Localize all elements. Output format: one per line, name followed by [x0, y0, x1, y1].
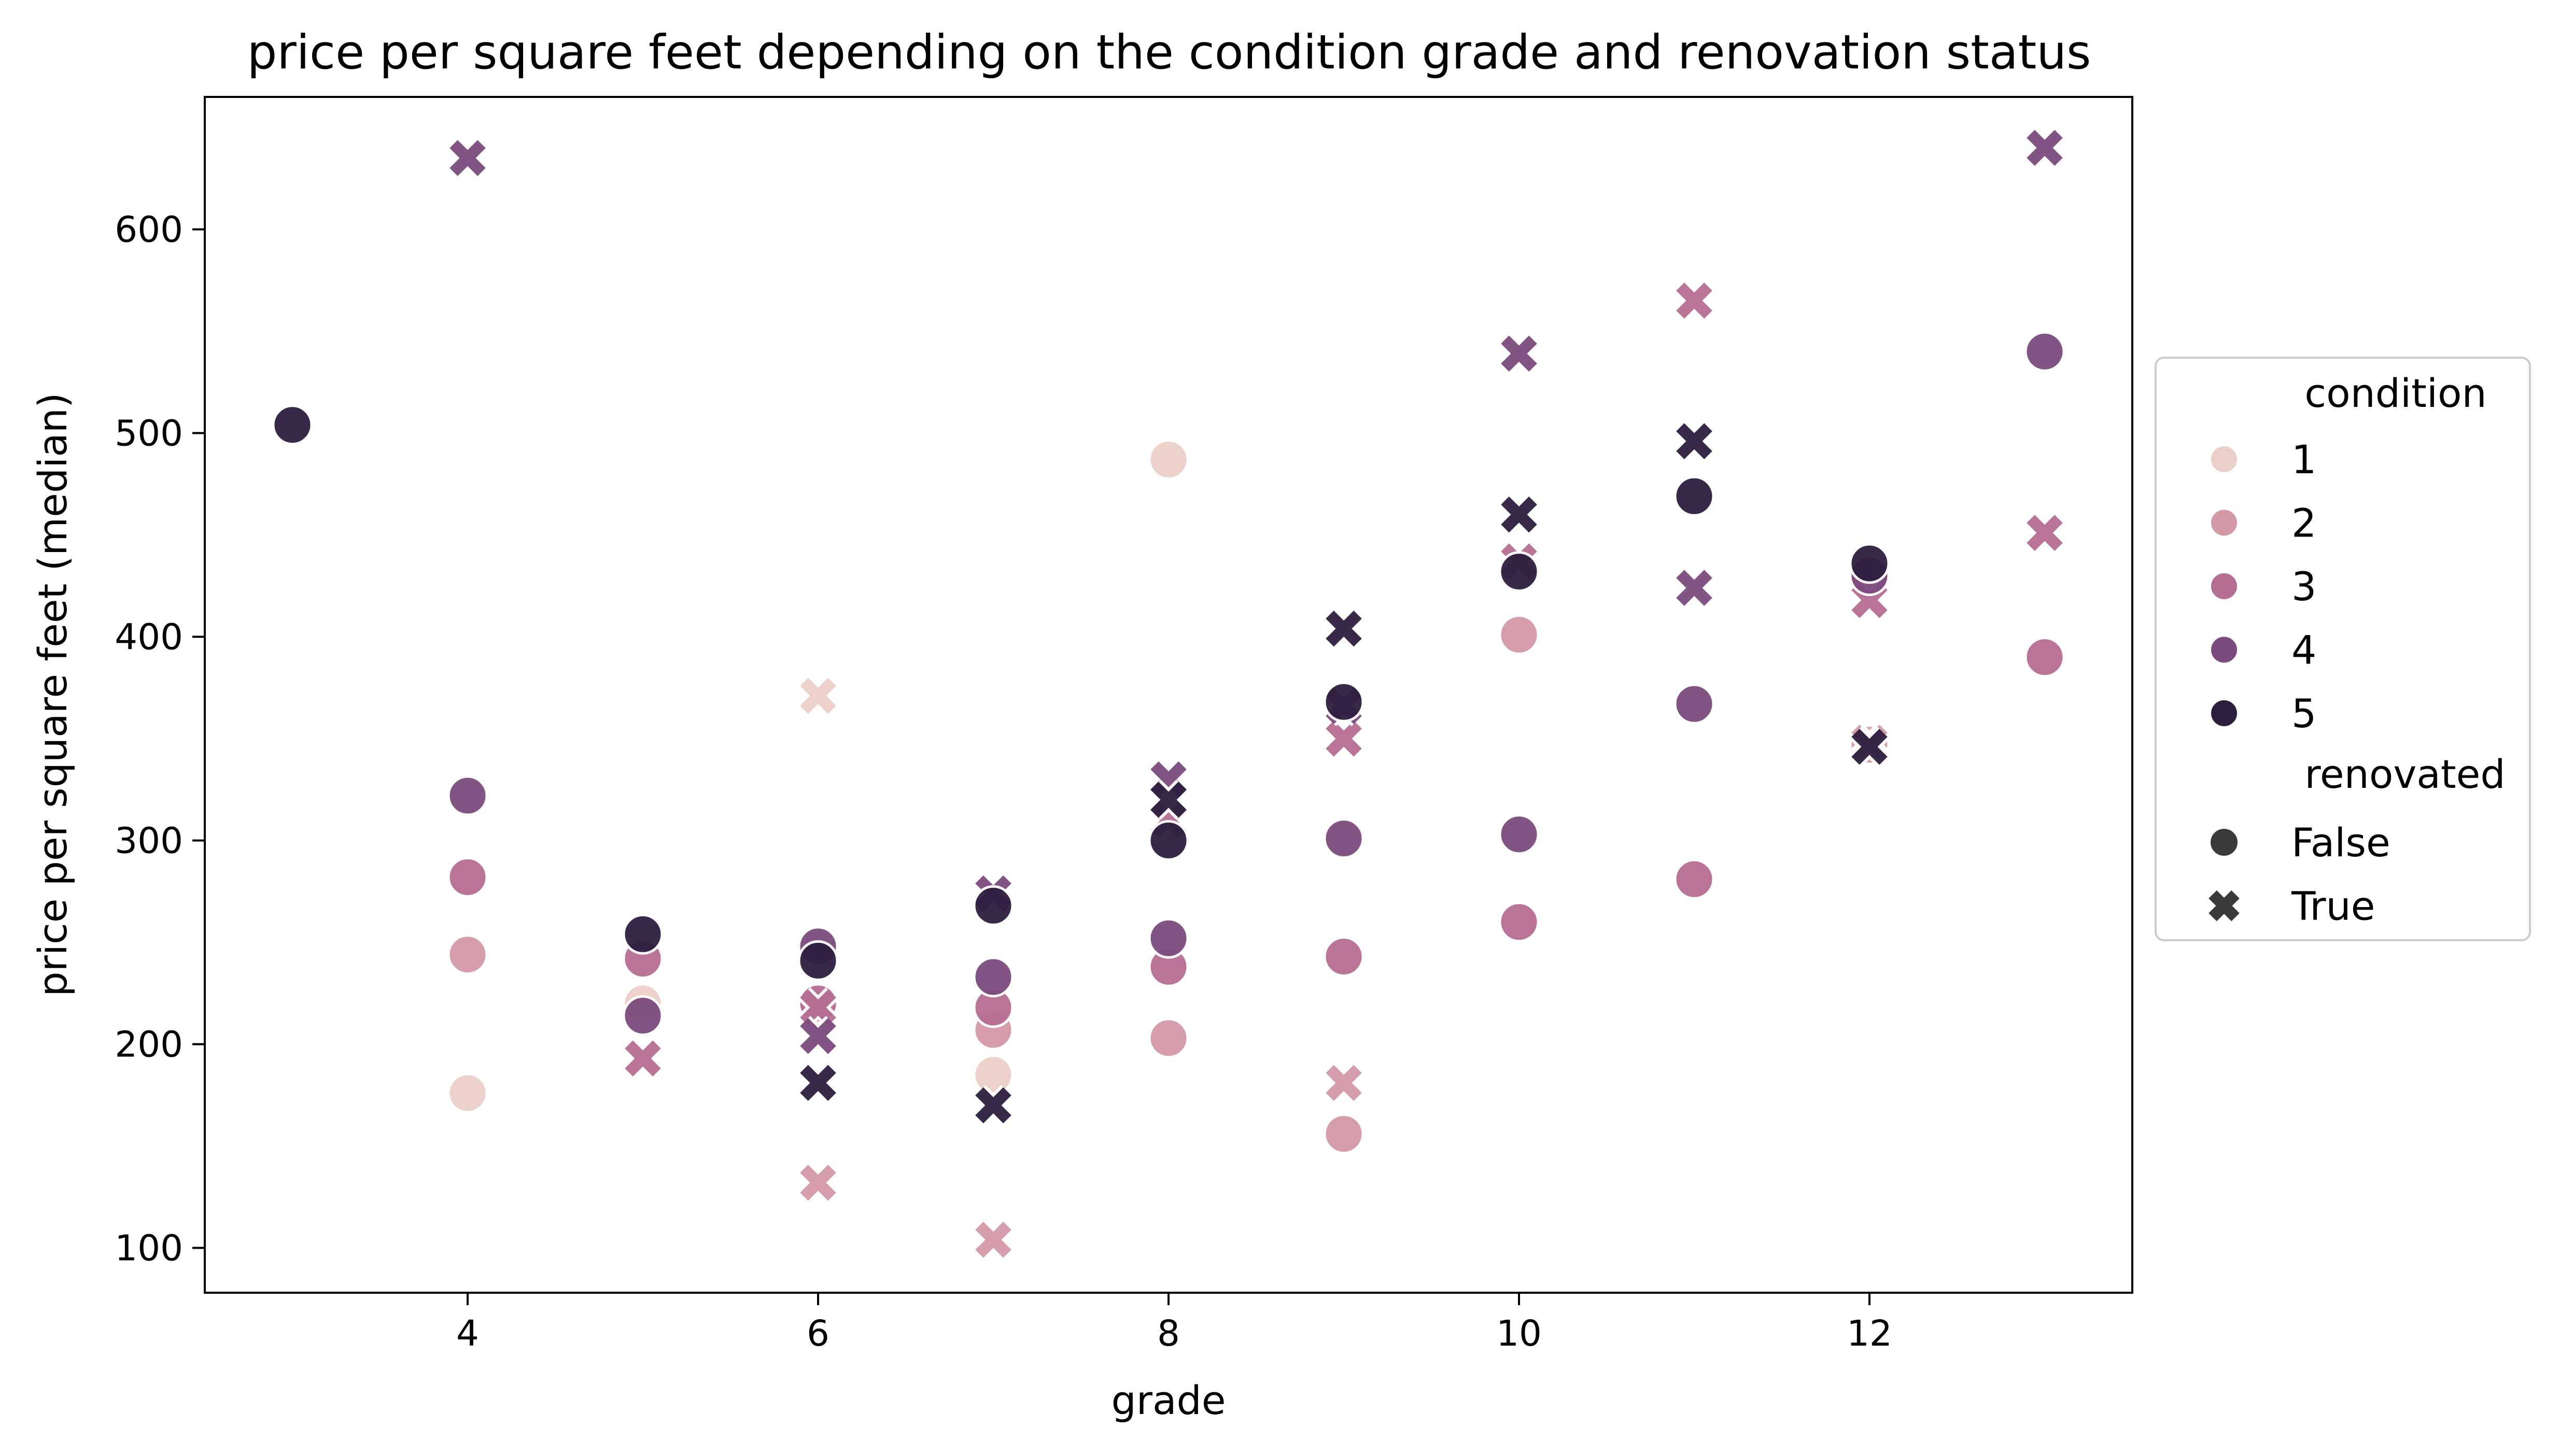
data-point-renovated	[1673, 280, 1715, 321]
x-tick-label: 10	[1496, 1313, 1542, 1354]
data-point-renovated	[1323, 1063, 1365, 1104]
legend-swatch-condition-5	[2209, 698, 2239, 728]
legend-marker-x	[2206, 888, 2242, 924]
y-tick-label: 400	[115, 616, 183, 658]
x-tick-label: 6	[807, 1313, 829, 1354]
data-point-not-renovated	[1323, 681, 1365, 723]
plot-area	[204, 96, 2133, 1294]
data-point-renovated	[1673, 421, 1715, 462]
data-point-not-renovated	[973, 1054, 1014, 1095]
legend-hue-entries: 1 2 3 4 5	[2209, 436, 2316, 737]
y-tick-label: 300	[115, 821, 183, 862]
data-point-renovated	[2024, 513, 2065, 554]
data-point-not-renovated	[1148, 1017, 1189, 1059]
data-point-renovated	[1498, 494, 1540, 535]
data-point-renovated	[622, 1038, 664, 1079]
data-point-renovated	[1498, 333, 1540, 374]
data-point-not-renovated	[1323, 936, 1365, 978]
plot-background	[205, 97, 2132, 1293]
y-tick-label: 600	[115, 209, 183, 250]
data-point-renovated	[973, 1085, 1014, 1126]
x-axis: 4 6 8 10 12	[456, 1293, 1892, 1354]
data-point-not-renovated	[447, 856, 488, 898]
data-point-not-renovated	[973, 885, 1014, 926]
legend-swatch-condition-2	[2209, 507, 2239, 538]
data-point-not-renovated	[1498, 614, 1540, 656]
legend-label-condition-2: 2	[2291, 500, 2316, 546]
data-point-not-renovated	[973, 956, 1014, 998]
data-point-not-renovated	[1673, 475, 1715, 517]
data-point-not-renovated	[1148, 917, 1189, 959]
data-point-renovated	[797, 1015, 839, 1056]
legend-label-renovated-true: True	[2291, 883, 2375, 929]
data-point-renovated	[1323, 608, 1365, 649]
data-points	[272, 128, 2065, 1260]
data-point-renovated	[1849, 726, 1890, 767]
legend-label-condition-5: 5	[2291, 690, 2316, 737]
data-point-not-renovated	[1849, 543, 1890, 584]
data-point-not-renovated	[1498, 814, 1540, 855]
data-point-not-renovated	[1323, 818, 1365, 859]
data-point-renovated	[797, 987, 839, 1028]
y-tick-label: 200	[115, 1024, 183, 1066]
legend-swatch-condition-1	[2209, 444, 2239, 474]
legend-swatch-condition-3	[2209, 571, 2239, 601]
data-point-not-renovated	[1148, 820, 1189, 861]
x-axis-label: grade	[1111, 1377, 1226, 1423]
data-point-renovated	[797, 675, 839, 716]
data-point-not-renovated	[447, 934, 488, 976]
data-point-renovated	[2024, 128, 2065, 168]
data-point-renovated	[1148, 779, 1189, 820]
legend-label-renovated-false: False	[2291, 819, 2390, 866]
x-tick-label: 4	[456, 1313, 479, 1354]
y-tick-label: 100	[115, 1228, 183, 1269]
data-point-not-renovated	[1498, 901, 1540, 943]
data-point-renovated	[447, 137, 488, 178]
legend-frame	[2155, 357, 2531, 941]
data-point-not-renovated	[1673, 683, 1715, 725]
data-point-not-renovated	[447, 775, 488, 816]
data-point-not-renovated	[272, 404, 313, 446]
data-point-renovated	[797, 1162, 839, 1203]
y-tick-label: 500	[115, 413, 183, 454]
data-point-renovated	[1323, 718, 1365, 759]
legend-style-entries: False True	[2206, 819, 2390, 929]
data-point-not-renovated	[2024, 637, 2065, 678]
data-point-renovated	[1673, 568, 1715, 609]
legend-marker-circle	[2209, 827, 2240, 858]
legend-hue-title: condition	[2304, 370, 2486, 416]
data-point-not-renovated	[1498, 551, 1540, 592]
x-tick-label: 12	[1847, 1313, 1892, 1354]
data-point-not-renovated	[1673, 858, 1715, 900]
data-point-not-renovated	[447, 1072, 488, 1114]
data-point-not-renovated	[797, 940, 839, 981]
data-point-not-renovated	[2024, 331, 2065, 372]
legend: condition 1 2 3 4 5 renovated False True	[2155, 357, 2531, 941]
legend-label-condition-1: 1	[2291, 436, 2316, 483]
x-tick-label: 8	[1157, 1313, 1180, 1354]
data-point-renovated	[797, 1063, 839, 1104]
legend-swatch-condition-4	[2209, 634, 2239, 665]
legend-style-title: renovated	[2304, 751, 2505, 797]
data-point-renovated	[973, 1219, 1014, 1260]
legend-label-condition-3: 3	[2291, 563, 2316, 610]
legend-label-condition-4: 4	[2291, 627, 2316, 673]
data-point-not-renovated	[622, 913, 664, 955]
data-point-not-renovated	[1148, 439, 1189, 480]
data-point-not-renovated	[1323, 1113, 1365, 1154]
y-axis-label: price per square feet (median)	[30, 392, 76, 996]
data-point-not-renovated	[622, 995, 664, 1036]
chart-title: price per square feet depending on the c…	[247, 25, 2091, 80]
y-axis: 100 200 300 400 500 600	[115, 209, 205, 1269]
